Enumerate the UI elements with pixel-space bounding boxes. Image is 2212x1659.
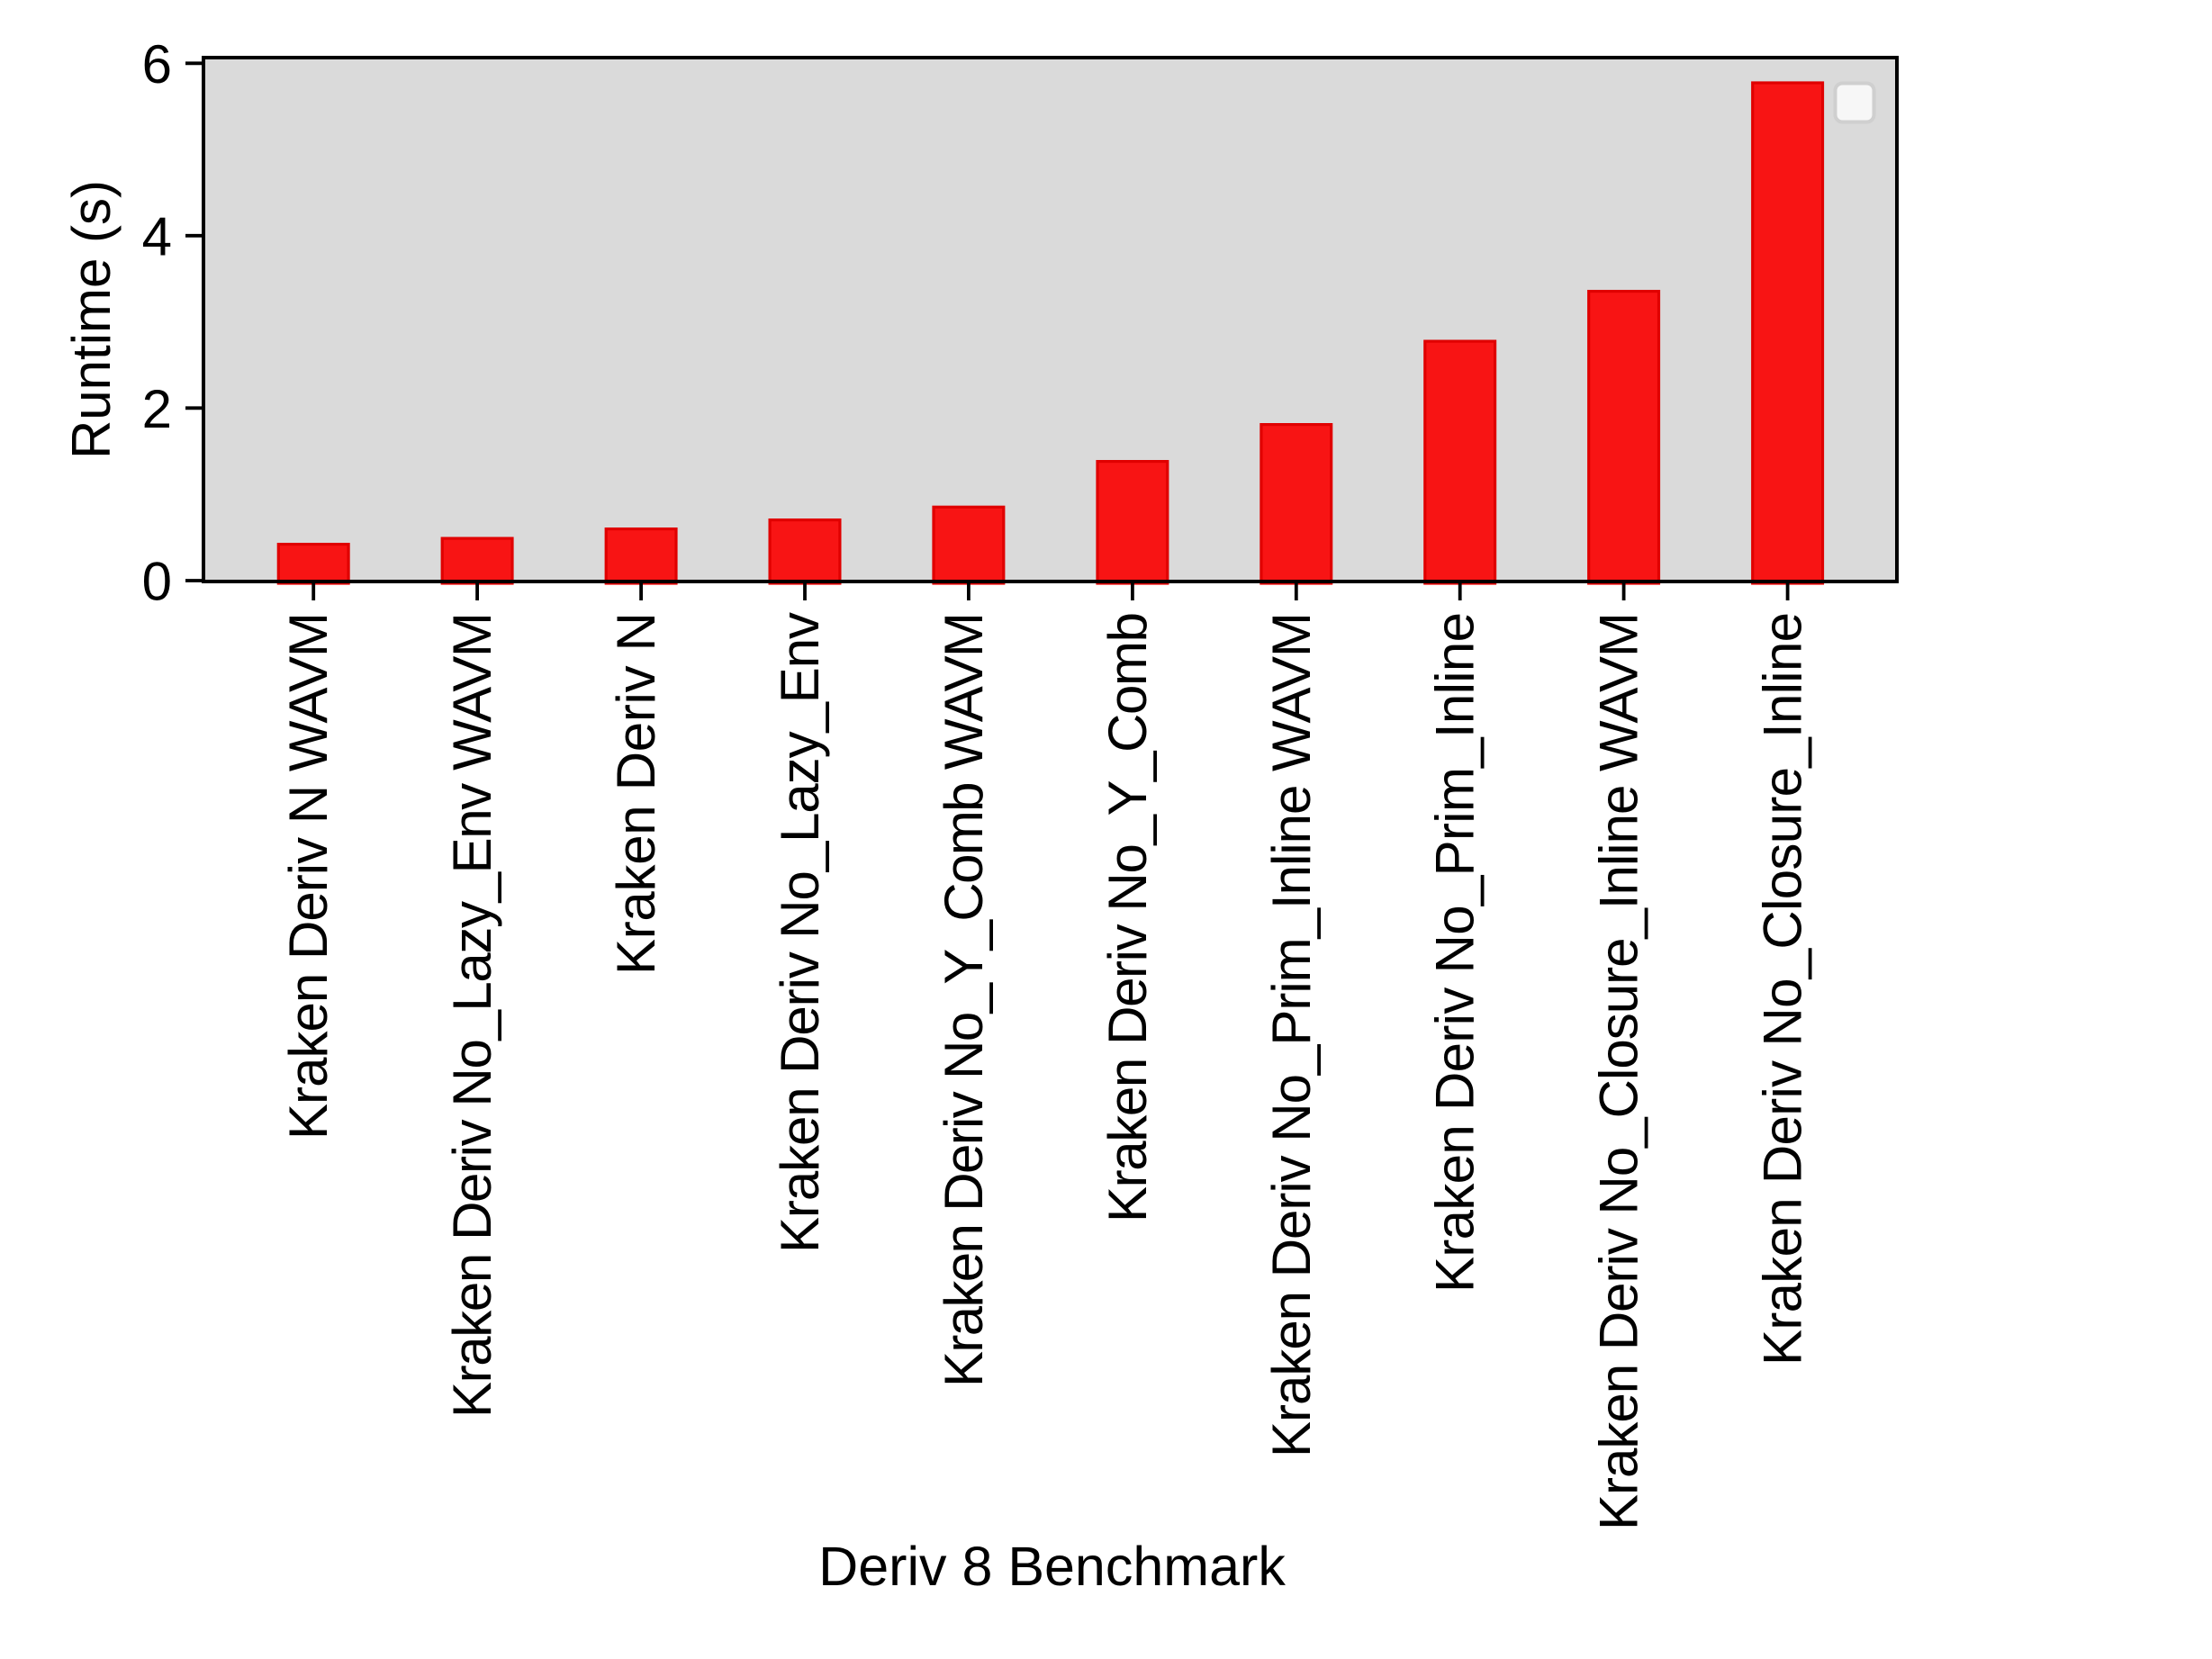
svg-text:Kraken Deriv No_Closure_Inline: Kraken Deriv No_Closure_Inline <box>1753 612 1813 1366</box>
svg-text:Kraken Deriv No_Lazy_Env WAVM: Kraken Deriv No_Lazy_Env WAVM <box>442 612 502 1418</box>
svg-text:Kraken Deriv No_Y_Comb WAVM: Kraken Deriv No_Y_Comb WAVM <box>934 612 994 1387</box>
svg-text:Kraken Deriv No_Lazy_Env: Kraken Deriv No_Lazy_Env <box>770 612 830 1253</box>
svg-text:6: 6 <box>142 34 172 95</box>
svg-text:Deriv 8 Benchmark: Deriv 8 Benchmark <box>818 1536 1286 1597</box>
svg-text:Kraken Deriv No_Prim_Inline: Kraken Deriv No_Prim_Inline <box>1425 612 1485 1293</box>
svg-text:Kraken Deriv No_Y_Comb: Kraken Deriv No_Y_Comb <box>1097 612 1158 1222</box>
svg-text:Kraken Deriv N: Kraken Deriv N <box>606 612 666 975</box>
svg-text:2: 2 <box>142 379 172 439</box>
svg-text:Runtime (s): Runtime (s) <box>61 180 122 459</box>
svg-text:0: 0 <box>142 552 172 612</box>
svg-text:Kraken Deriv No_Prim_Inline WA: Kraken Deriv No_Prim_Inline WAVM <box>1261 612 1322 1457</box>
svg-text:4: 4 <box>142 206 172 266</box>
svg-text:Kraken Deriv No_Closure_Inline: Kraken Deriv No_Closure_Inline WAVM <box>1589 612 1649 1530</box>
svg-text:Kraken Deriv N WAVM: Kraken Deriv N WAVM <box>278 612 339 1140</box>
